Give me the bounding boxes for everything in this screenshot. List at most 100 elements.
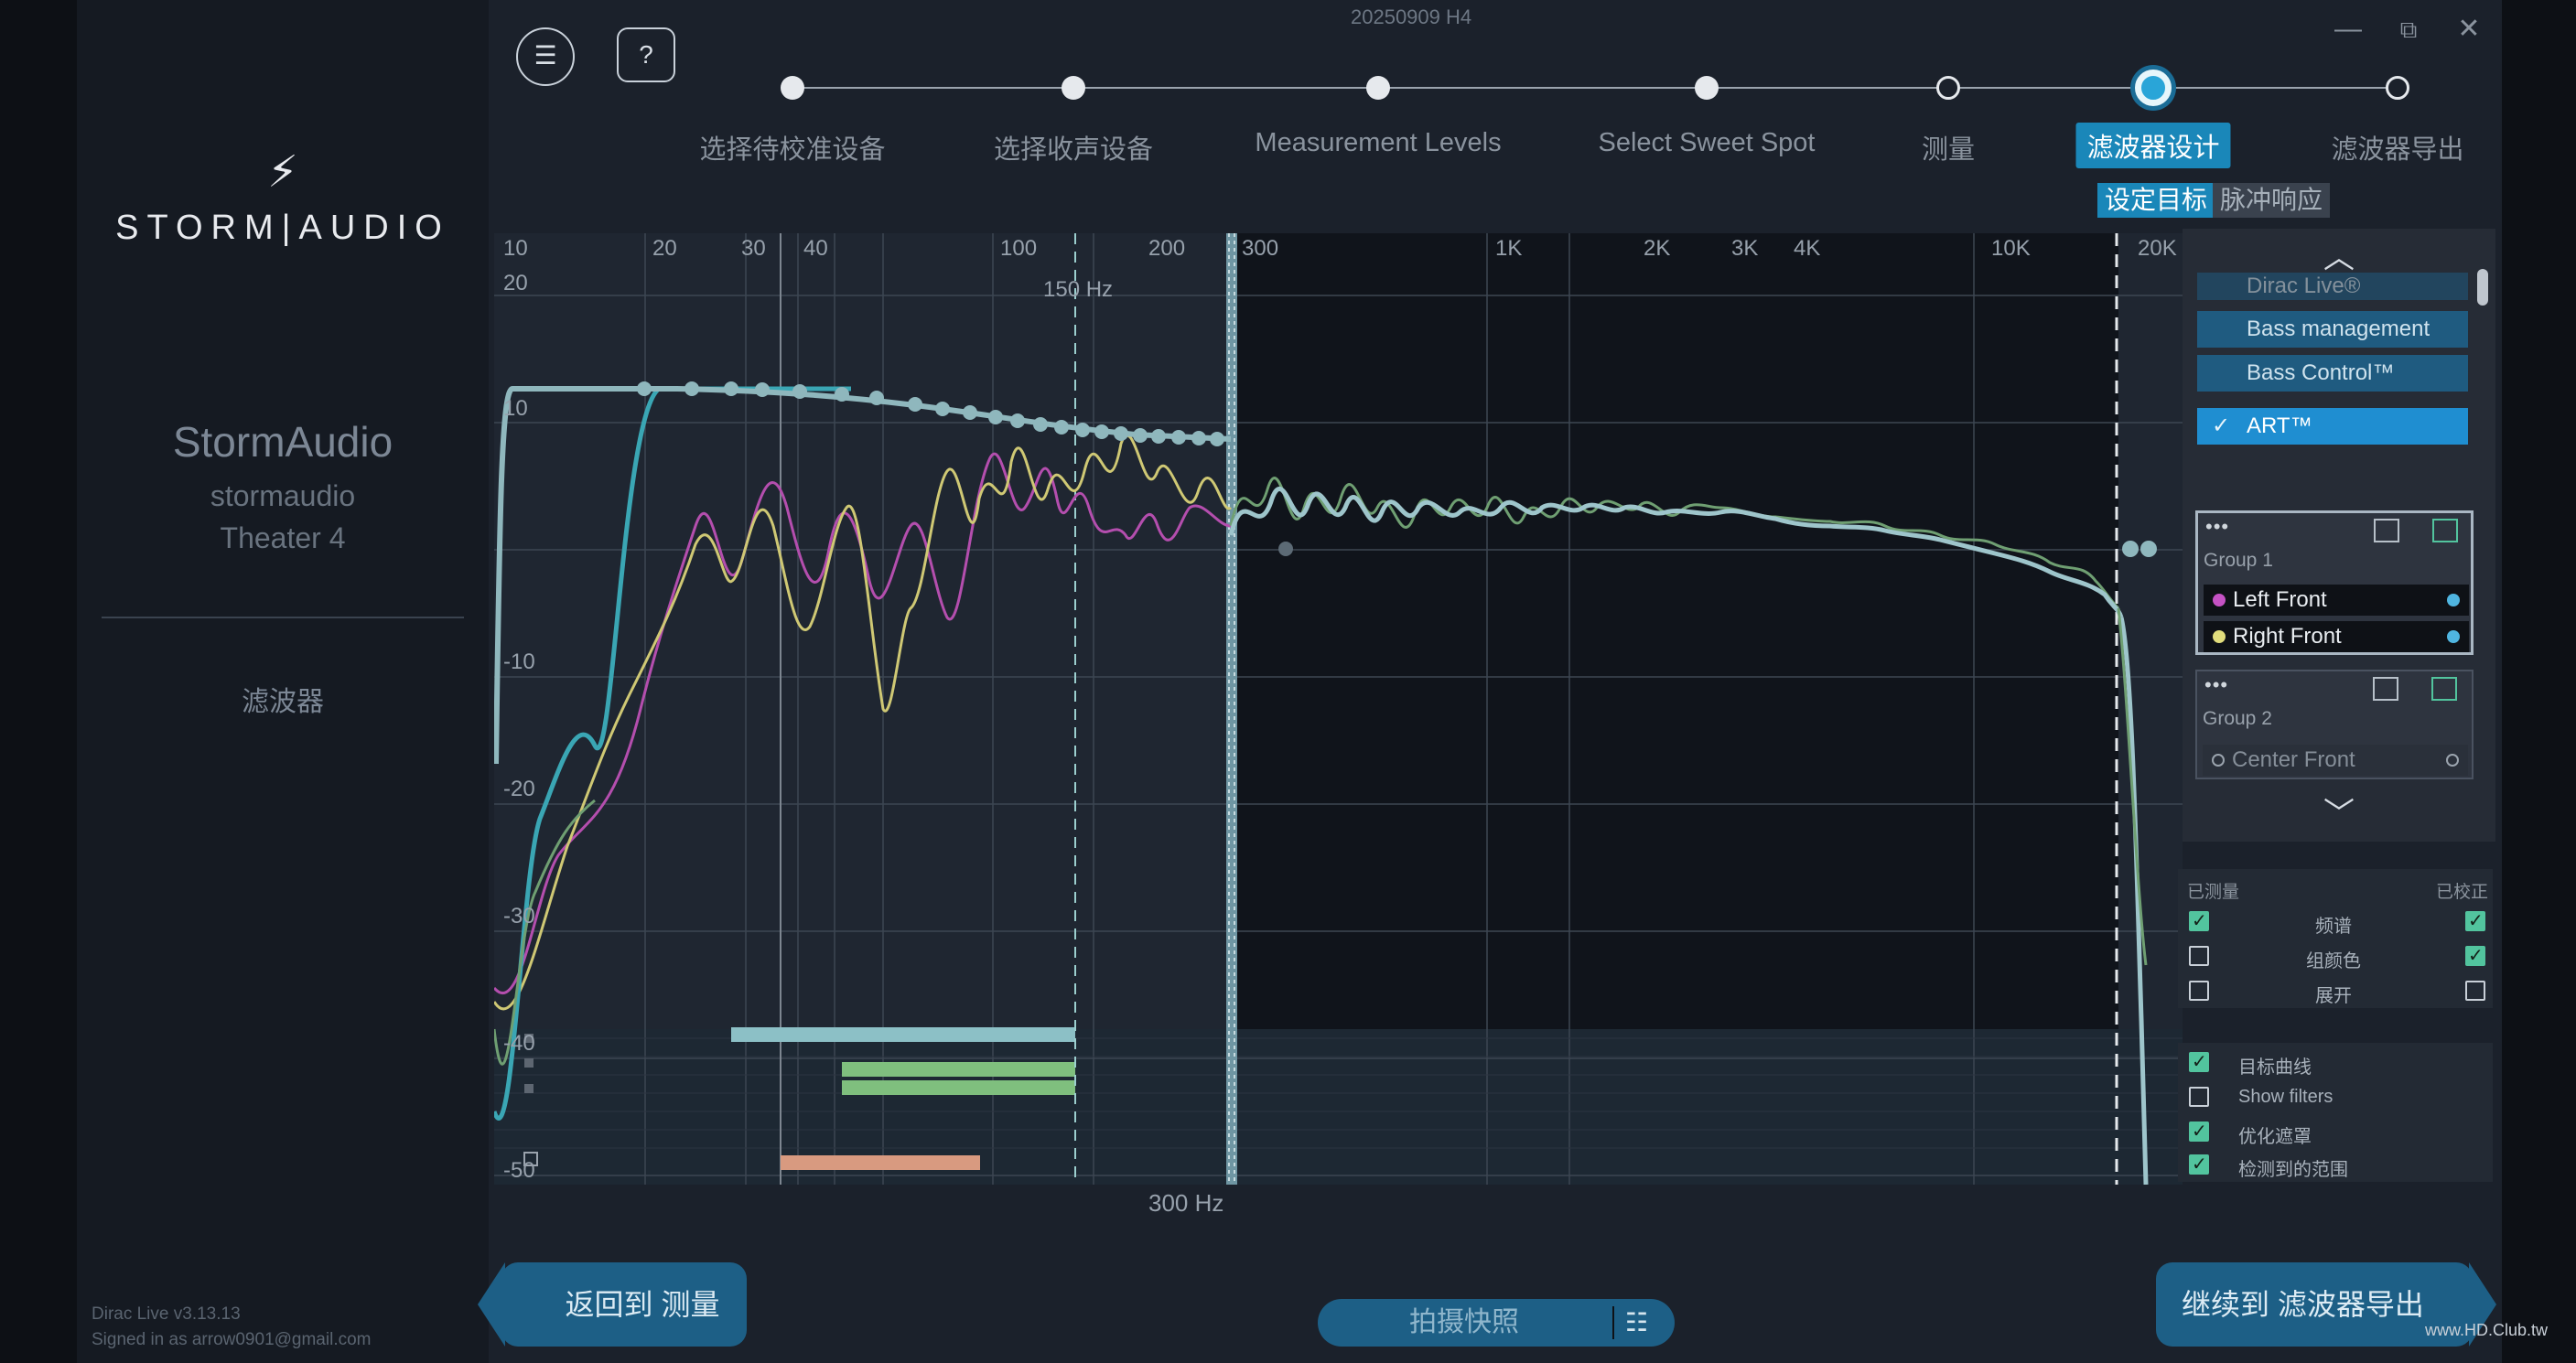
curve-right-front: [494, 434, 1233, 1011]
item-dirac-live[interactable]: Dirac Live®: [2197, 273, 2468, 300]
group-1[interactable]: ••• Group 1 Left Front Right Front: [2195, 510, 2474, 655]
freq-tick: 1K: [1495, 236, 1522, 261]
group-color-measured-checkbox[interactable]: [2189, 946, 2209, 966]
group-2-label: Group 2: [2203, 708, 2272, 729]
channel-color-dot: [2213, 594, 2226, 606]
step-progress-line: [792, 87, 2398, 89]
freq-tick: 40: [803, 236, 828, 261]
back-button[interactable]: 返回到 测量: [478, 1262, 747, 1347]
menu-button[interactable]: ☰: [516, 27, 575, 86]
step-dot-7[interactable]: [2386, 76, 2409, 100]
list-icon[interactable]: ☷: [1625, 1308, 1649, 1336]
freq-tick: 20: [652, 236, 677, 261]
item-art[interactable]: ✓ ART™: [2197, 408, 2468, 445]
freq-tick: 20K: [2138, 236, 2177, 261]
freq-tick: 300: [1242, 236, 1278, 261]
channel-name: Center Front: [2232, 747, 2355, 772]
show-filters-checkbox[interactable]: [2189, 1087, 2209, 1107]
channel-color-dot: [2213, 630, 2226, 643]
next-button[interactable]: 继续到 滤波器导出: [2156, 1262, 2496, 1347]
item-art-label: ART™: [2247, 413, 2312, 438]
sidebar-divider: [102, 617, 464, 618]
storm-logo-icon: ⚡: [267, 148, 298, 197]
marker-bottom-label: 300 Hz: [1148, 1189, 1224, 1217]
freq-tick: 30: [741, 236, 766, 261]
step-dot-5[interactable]: [1936, 76, 1960, 100]
target-curve-checkbox[interactable]: [2189, 1050, 2209, 1073]
chevron-up-icon[interactable]: ︿: [2323, 241, 2355, 275]
spectrum-corrected-checkbox[interactable]: [2465, 909, 2485, 932]
channel-state-dot: [2446, 754, 2459, 767]
channel-right-front[interactable]: Right Front: [2204, 621, 2469, 652]
tab-set-target[interactable]: 设定目标: [2097, 183, 2215, 218]
step-dot-3[interactable]: [1366, 76, 1390, 100]
item-bass-control[interactable]: Bass Control™: [2197, 355, 2468, 392]
curve-left-front: [494, 452, 1232, 994]
help-button[interactable]: ?: [617, 27, 675, 82]
step-dot-1[interactable]: [781, 76, 804, 100]
db-tick: 20: [503, 271, 528, 295]
outer-right-margin: [2502, 0, 2576, 1363]
eye-icon[interactable]: [2432, 519, 2458, 542]
step-dot-4[interactable]: [1695, 76, 1719, 100]
step-dot-2[interactable]: [1062, 76, 1085, 100]
corrected-header: 已校正: [2436, 883, 2489, 902]
detected-range-label: 检测到的范围: [2238, 1160, 2348, 1180]
range-bar-green-1: [842, 1062, 1075, 1077]
tab-impulse-response[interactable]: 脉冲响应: [2213, 183, 2331, 218]
snapshot-button[interactable]: 拍摄快照 ☷: [1318, 1299, 1675, 1347]
panel-scrollbar[interactable]: [2477, 269, 2488, 306]
spectrum-measured-checkbox[interactable]: [2189, 909, 2209, 932]
item-bass-management[interactable]: Bass management: [2197, 311, 2468, 348]
optimization-mask-checkbox[interactable]: [2189, 1120, 2209, 1143]
more-icon[interactable]: •••: [2205, 515, 2230, 538]
minimize-button[interactable]: —: [2334, 14, 2362, 44]
freq-tick: 10K: [1991, 236, 2031, 261]
layers-icon[interactable]: [2374, 519, 2399, 542]
channel-state-dot: [2447, 594, 2460, 606]
channel-color-dot: [2212, 754, 2225, 767]
close-button[interactable]: ✕: [2457, 14, 2481, 44]
step-label-filter-design[interactable]: 滤波器设计: [2075, 123, 2231, 168]
measured-header: 已测量: [2187, 883, 2240, 902]
channel-left-front[interactable]: Left Front: [2204, 585, 2469, 616]
eye-icon[interactable]: [2431, 677, 2457, 701]
group-2[interactable]: ••• Group 2 Center Front: [2195, 670, 2474, 779]
frequency-response-graph[interactable]: 10 20 30 40 100 200 300 1K 2K 3K 4K 10K …: [494, 233, 2183, 1185]
db-tick: -50: [503, 1158, 535, 1183]
freq-tick: 3K: [1731, 236, 1758, 261]
restore-button[interactable]: ⧉: [2399, 16, 2418, 43]
expand-measured-checkbox[interactable]: [2189, 981, 2209, 1001]
version-text: Dirac Live v3.13.13: [92, 1304, 241, 1324]
step-label-measure[interactable]: 测量: [1921, 135, 1976, 165]
chevron-down-icon[interactable]: ﹀: [2323, 797, 2355, 832]
curve-cyan-low: [494, 386, 851, 1121]
device-brand: StormAudio: [172, 418, 393, 466]
channel-center-front[interactable]: Center Front: [2203, 745, 2468, 776]
step-label-measurement-levels[interactable]: Measurement Levels: [1255, 128, 1502, 157]
group-1-label: Group 1: [2204, 550, 2273, 571]
freq-tick: 10: [503, 236, 528, 261]
step-label-select-device[interactable]: 选择待校准设备: [699, 135, 886, 165]
group-color-corrected-checkbox[interactable]: [2465, 944, 2485, 967]
show-filters-label: Show filters: [2238, 1087, 2333, 1107]
channel-state-dot: [2447, 630, 2460, 643]
sidebar-section-filters[interactable]: 滤波器: [242, 687, 324, 717]
optimization-mask-label: 优化遮罩: [2238, 1127, 2312, 1147]
group-color-label: 组颜色: [2306, 951, 2361, 971]
display-options: 已测量 已校正 频谱 组颜色 展开: [2178, 869, 2493, 1008]
step-label-select-mic[interactable]: 选择收声设备: [993, 135, 1154, 165]
db-tick: -20: [503, 777, 535, 801]
detected-range-checkbox[interactable]: [2189, 1153, 2209, 1175]
target-curve-label: 目标曲线: [2238, 1057, 2312, 1078]
range-bar-orange: [781, 1155, 980, 1170]
step-label-filter-export[interactable]: 滤波器导出: [2331, 135, 2464, 165]
more-icon[interactable]: •••: [2204, 673, 2229, 696]
step-label-sweet-spot[interactable]: Select Sweet Spot: [1598, 128, 1816, 157]
expand-corrected-checkbox[interactable]: [2465, 981, 2485, 1001]
layers-icon[interactable]: [2373, 677, 2398, 701]
target-curve-points: [637, 381, 2157, 557]
range-bar-cyan: [731, 1027, 1075, 1042]
sidebar: ⚡ STORM|AUDIO StormAudio stormaudio Thea…: [77, 0, 489, 1363]
step-dot-6-active[interactable]: [2135, 70, 2172, 106]
